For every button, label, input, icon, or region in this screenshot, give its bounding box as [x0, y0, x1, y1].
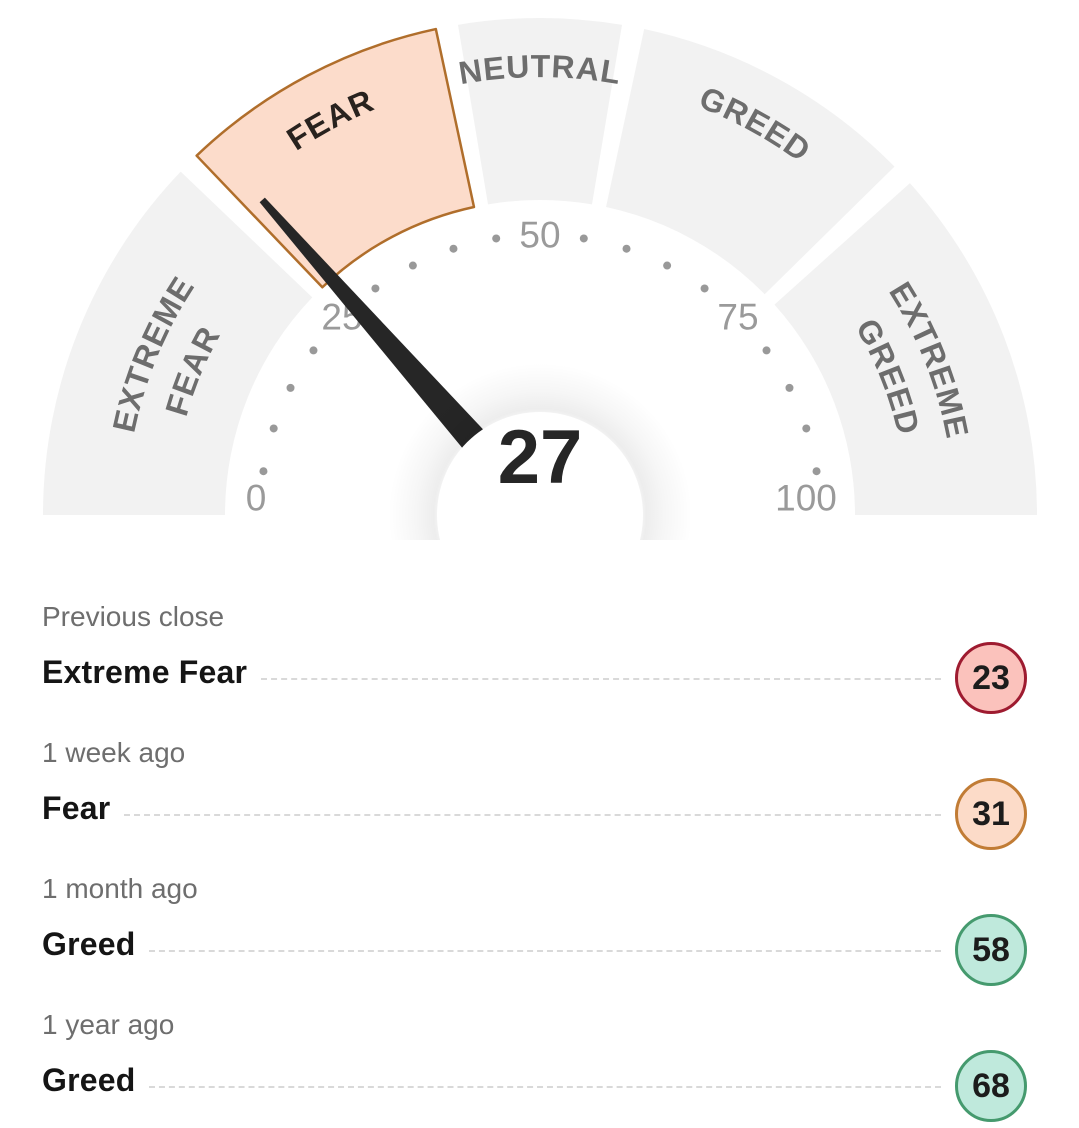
history-line: Greed 58 — [42, 914, 1027, 987]
gauge-hub — [437, 412, 643, 540]
gauge-dot — [579, 234, 588, 243]
gauge-dot — [408, 261, 417, 270]
gauge-dot — [259, 467, 268, 476]
gauge-tick-label: 50 — [519, 215, 560, 256]
history-row: 1 week ago Fear 31 — [42, 736, 1027, 851]
history-period: 1 month ago — [42, 873, 198, 905]
gauge-tick-label: 100 — [775, 478, 837, 519]
leader-line — [149, 1086, 941, 1089]
history-line: Extreme Fear 23 — [42, 642, 1027, 715]
fear-greed-gauge: 0 25 50 75 100 EXTREME FEAR FEAR NEUTRAL GREED EX… — [0, 0, 1079, 540]
gauge-dot — [286, 383, 295, 392]
history-period: 1 week ago — [42, 737, 186, 769]
gauge-value: 27 — [498, 415, 583, 500]
gauge-dot — [663, 261, 672, 270]
history-value-badge: 58 — [955, 914, 1027, 987]
gauge-segment-fear — [195, 27, 476, 289]
gauge-segment-label: NEUTRAL — [456, 48, 624, 91]
gauge-dot — [492, 234, 501, 243]
history-value-badge: 31 — [955, 778, 1027, 851]
history-value-badge: 68 — [955, 1050, 1027, 1123]
history-sentiment: Fear — [42, 789, 111, 826]
gauge-dot — [309, 346, 318, 355]
history-row: Previous close Extreme Fear 23 — [42, 600, 1027, 715]
leader-line — [261, 678, 941, 681]
history-value-badge: 23 — [955, 642, 1027, 715]
gauge-segments — [43, 18, 1037, 515]
history-row: 1 month ago Greed 58 — [42, 872, 1027, 987]
gauge-dot — [762, 346, 771, 355]
history-sentiment: Greed — [42, 925, 136, 962]
leader-line — [124, 814, 941, 817]
gauge-dots — [259, 234, 821, 476]
gauge-segment-greed — [606, 29, 895, 295]
history-line: Greed 68 — [42, 1050, 1027, 1123]
gauge-segment-neutral — [457, 18, 623, 205]
history-period: 1 year ago — [42, 1009, 175, 1041]
leader-line — [149, 950, 941, 953]
history-sentiment: Greed — [42, 1061, 136, 1098]
gauge-tick-label: 0 — [246, 478, 267, 519]
gauge-segment-extreme-fear — [43, 171, 313, 515]
gauge-dot — [812, 467, 821, 476]
gauge-dot — [785, 383, 794, 392]
history-line: Fear 31 — [42, 778, 1027, 851]
history-period: Previous close — [42, 601, 225, 632]
gauge-segment-extreme-greed — [774, 183, 1037, 515]
history-list: Previous close Extreme Fear 23 1 week ago Fe… — [42, 600, 1027, 1123]
history-sentiment: Extreme Fear — [42, 653, 248, 690]
gauge-dot — [269, 424, 278, 433]
history-row: 1 year ago Greed 68 — [42, 1008, 1027, 1123]
gauge-tick-label: 75 — [717, 297, 758, 338]
gauge-dot — [371, 284, 380, 293]
gauge-dot — [802, 424, 811, 433]
gauge-dot — [449, 244, 458, 253]
gauge-dot — [622, 244, 631, 253]
gauge-dot — [700, 284, 709, 293]
